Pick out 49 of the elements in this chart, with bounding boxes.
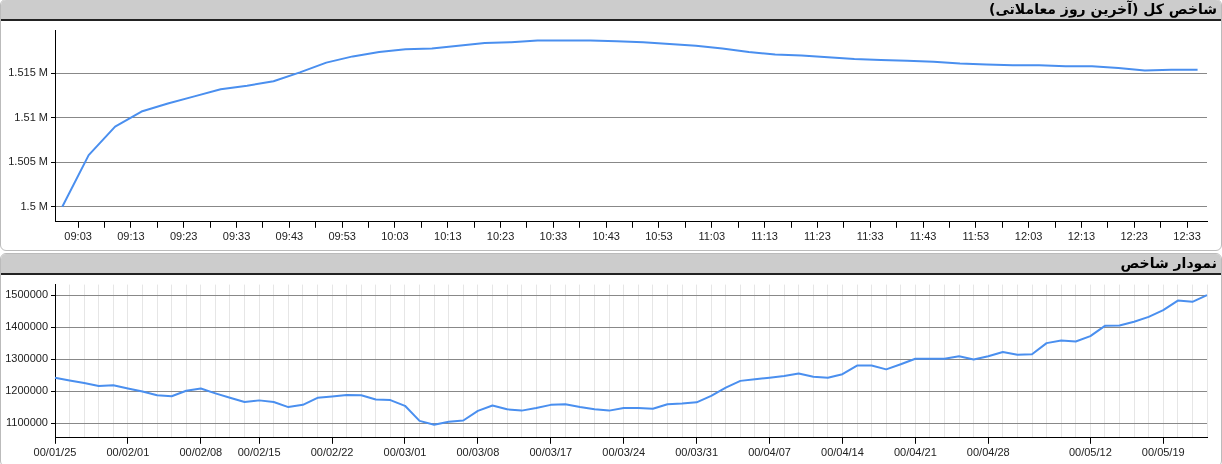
x-tick-label: 09:53 bbox=[328, 230, 356, 243]
chart-title: نمودار شاخص bbox=[1, 254, 1221, 275]
x-tick-label: 00/04/14 bbox=[821, 446, 864, 459]
x-tick-label: 00/03/24 bbox=[602, 446, 646, 459]
x-tick-label: 00/04/07 bbox=[748, 446, 791, 459]
x-tick-label: 11:33 bbox=[856, 230, 884, 243]
chart-title: شاخص کل (آخرین روز معاملاتی) bbox=[1, 0, 1221, 21]
x-tick-label: 11:43 bbox=[909, 230, 937, 243]
x-tick-label: 11:53 bbox=[962, 230, 990, 243]
y-tick-label: 1500000 bbox=[5, 288, 48, 301]
y-tick-label: 1.51 M bbox=[14, 110, 48, 123]
x-tick-label: 11:23 bbox=[804, 230, 831, 243]
y-tick-label: 1.5 M bbox=[20, 199, 48, 212]
x-tick-label: 10:03 bbox=[381, 230, 409, 243]
x-tick-label: 00/05/12 bbox=[1068, 446, 1112, 459]
x-tick-label: 09:23 bbox=[169, 230, 198, 243]
x-tick-label: 11:13 bbox=[751, 230, 778, 243]
x-tick-label: 10:23 bbox=[486, 230, 515, 243]
x-tick-label: 00/05/19 bbox=[1141, 446, 1185, 459]
x-tick-label: 00/03/31 bbox=[675, 446, 719, 459]
x-tick-label: 10:43 bbox=[592, 230, 620, 243]
x-tick-label: 10:13 bbox=[434, 230, 462, 243]
x-tick-label: 00/04/28 bbox=[966, 446, 1010, 459]
x-tick-label: 00/02/22 bbox=[310, 446, 354, 459]
y-tick-label: 1100000 bbox=[5, 416, 48, 429]
x-tick-label: 00/02/15 bbox=[237, 446, 281, 459]
y-tick-label: 1200000 bbox=[5, 384, 48, 397]
x-tick-label: 09:33 bbox=[222, 230, 251, 243]
x-tick-label: 09:43 bbox=[275, 230, 304, 243]
x-tick-label: 00/01/25 bbox=[33, 446, 77, 459]
x-tick-label: 12:13 bbox=[1067, 230, 1096, 243]
x-tick-label: 10:53 bbox=[645, 230, 673, 243]
x-tick-label: 09:13 bbox=[117, 230, 145, 243]
x-tick-label: 12:33 bbox=[1173, 230, 1201, 243]
x-tick-label: 00/03/08 bbox=[456, 446, 500, 459]
x-tick-label: 09:03 bbox=[64, 230, 92, 243]
x-tick-label: 12:03 bbox=[1014, 230, 1043, 243]
x-tick-label: 00/02/01 bbox=[106, 446, 150, 459]
x-tick-label: 00/03/01 bbox=[383, 446, 427, 459]
x-tick-label: 11:03 bbox=[698, 230, 726, 243]
y-tick-label: 1400000 bbox=[5, 320, 48, 333]
y-tick-label: 1300000 bbox=[5, 352, 48, 365]
y-tick-label: 1.505 M bbox=[8, 155, 48, 168]
x-tick-label: 00/04/21 bbox=[893, 446, 937, 459]
x-tick-label: 12:23 bbox=[1120, 230, 1148, 243]
x-tick-label: 00/03/17 bbox=[529, 446, 573, 459]
y-tick-label: 1.515 M bbox=[8, 66, 48, 79]
x-tick-label: 10:33 bbox=[539, 230, 568, 243]
x-tick-label: 00/02/08 bbox=[179, 446, 223, 459]
